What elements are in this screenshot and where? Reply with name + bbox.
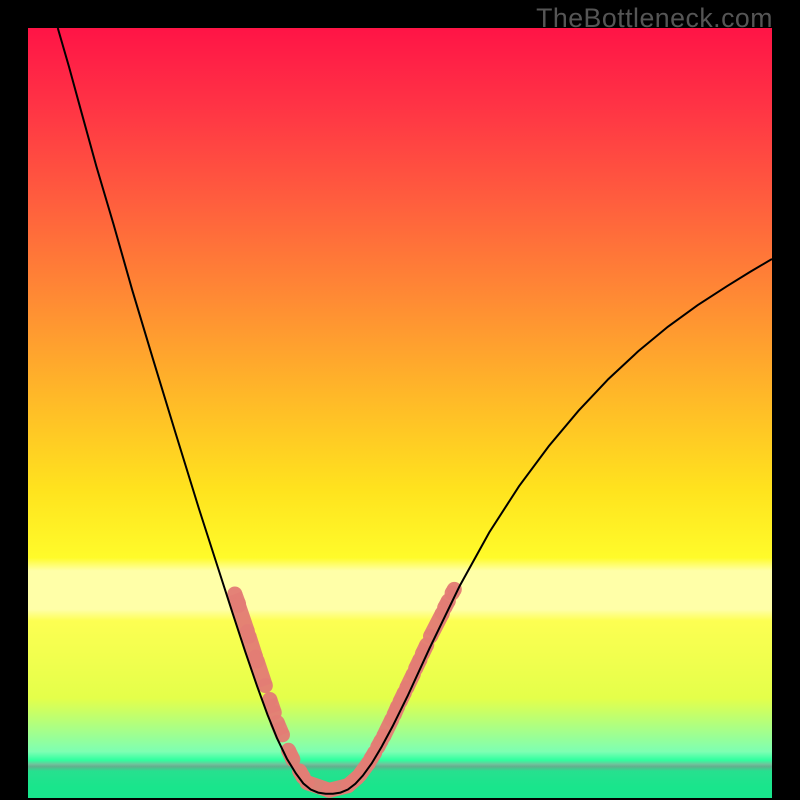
plot-area	[28, 28, 772, 798]
marker-cap	[231, 598, 246, 613]
marker-cap	[258, 678, 273, 693]
markers-group	[227, 582, 461, 798]
watermark-text: TheBottleneck.com	[536, 3, 773, 34]
marker-cap	[250, 653, 265, 668]
chart-overlay	[28, 28, 772, 798]
marker-cap	[322, 783, 337, 798]
marker-cap	[241, 629, 256, 644]
bottleneck-curve	[58, 28, 772, 794]
chart-outer-frame: TheBottleneck.com	[0, 0, 800, 800]
marker-cap	[447, 582, 462, 597]
